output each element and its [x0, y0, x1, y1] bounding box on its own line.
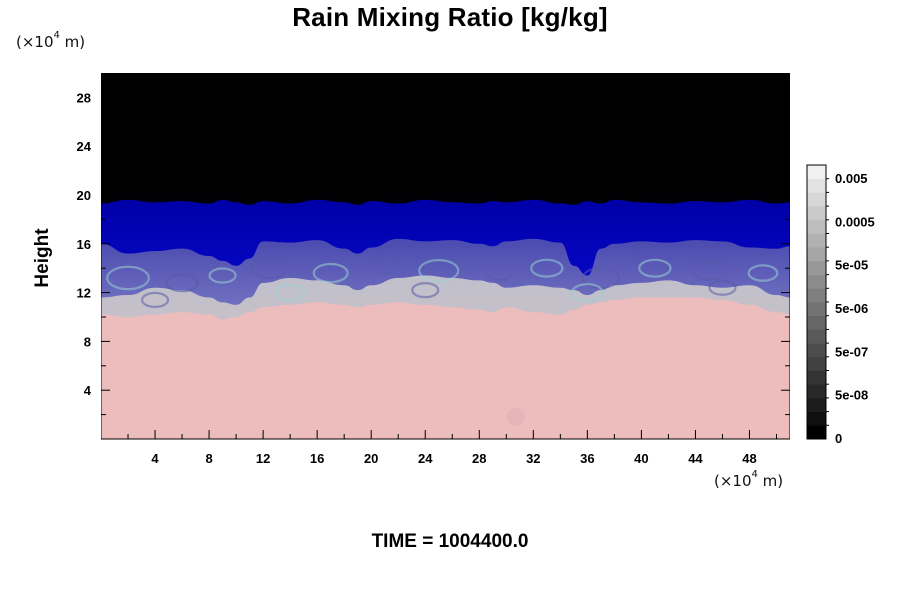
x-tick-label: 24	[418, 451, 433, 466]
colorbar-level	[807, 260, 826, 275]
field-swirl	[165, 273, 199, 293]
colorbar-label: 0.005	[835, 171, 868, 186]
y-axis: 4 8 12 16 20 24 28	[77, 90, 790, 416]
x-unit-exponent: 4	[751, 469, 758, 480]
colorbar-label: 0.0005	[835, 214, 875, 229]
y-axis-unit: (×104 m)	[16, 30, 86, 51]
heatmap-field	[101, 73, 790, 439]
x-tick-label: 36	[580, 451, 594, 466]
time-annotation: TIME = 1004400.0	[0, 531, 900, 553]
y-unit-suffix: m)	[59, 33, 86, 51]
time-prefix: TIME =	[371, 531, 439, 552]
x-tick-label: 32	[526, 451, 540, 466]
x-tick-label: 4	[151, 451, 159, 466]
y-unit-prefix: (×10	[16, 33, 54, 51]
colorbar-level	[807, 288, 826, 303]
field-swirl	[250, 257, 290, 280]
colorbar-label: 0	[835, 431, 842, 446]
time-value: 1004400.0	[438, 531, 529, 552]
colorbar-label: 5e-06	[835, 301, 868, 316]
colorbar-level	[807, 206, 826, 221]
y-tick-label: 4	[84, 383, 92, 398]
colorbar-level	[807, 315, 826, 330]
field-swirl	[418, 259, 460, 283]
colorbar-level	[807, 192, 826, 207]
x-tick-label: 12	[256, 451, 270, 466]
field-swirl	[411, 282, 440, 299]
field-swirl	[106, 265, 150, 291]
y-unit-exponent: 4	[53, 30, 60, 41]
y-tick-label: 20	[77, 188, 91, 203]
colorbar-label: 5e-07	[835, 344, 868, 359]
colorbar-label: 5e-05	[835, 258, 868, 273]
field-swirl	[485, 264, 514, 282]
x-tick-label: 44	[688, 451, 703, 466]
field-swirl	[369, 256, 401, 275]
colorbar-level	[807, 329, 826, 344]
colorbar-level	[807, 425, 826, 440]
colorbar-label: 5e-08	[835, 388, 868, 403]
field-bubble	[506, 408, 525, 427]
field-swirl	[530, 258, 564, 278]
field-swirl	[208, 267, 237, 284]
x-unit-prefix: (×10	[714, 472, 752, 490]
x-unit-suffix: m)	[757, 472, 784, 490]
colorbar-level	[807, 274, 826, 289]
colorbar-level	[807, 370, 826, 385]
field-swirl	[747, 264, 779, 282]
colorbar-level	[807, 178, 826, 193]
y-tick-label: 24	[77, 139, 92, 154]
colorbar-level	[807, 411, 826, 426]
x-axis-unit: (×104 m)	[714, 469, 784, 490]
x-tick-label: 28	[472, 451, 486, 466]
colorbar-level	[807, 384, 826, 399]
field-swirl	[638, 258, 672, 278]
y-tick-label: 28	[77, 90, 91, 105]
colorbar-level	[807, 219, 826, 234]
y-tick-label: 8	[84, 334, 91, 349]
x-tick-label: 20	[364, 451, 378, 466]
y-tick-label: 12	[77, 286, 91, 301]
y-tick-label: 16	[77, 237, 91, 252]
colorbar-level	[807, 247, 826, 262]
field-swirl	[690, 260, 727, 281]
field-swirl	[312, 262, 349, 284]
x-tick-label: 8	[205, 451, 212, 466]
colorbar-level	[807, 356, 826, 371]
field-swirl	[140, 291, 170, 309]
x-tick-label: 40	[634, 451, 648, 466]
x-axis: 4 8 12 16 20 24 28 32 36 40 44 48	[101, 430, 790, 466]
chart-title: Rain Mixing Ratio [kg/kg]	[292, 2, 608, 32]
x-tick-label: 16	[310, 451, 324, 466]
field-swirl	[274, 283, 306, 302]
colorbar: 0 5e-08 5e-07 5e-06 5e-05 0.0005 0.005	[806, 164, 875, 446]
field-swirl	[708, 279, 737, 296]
field-pink-band	[101, 297, 790, 439]
colorbar-level	[807, 397, 826, 412]
colorbar-level	[807, 343, 826, 358]
x-tick-label: 48	[742, 451, 756, 466]
colorbar-level	[807, 165, 826, 179]
colorbar-level	[807, 233, 826, 248]
colorbar-level	[807, 302, 826, 316]
field-swirl	[570, 283, 605, 303]
